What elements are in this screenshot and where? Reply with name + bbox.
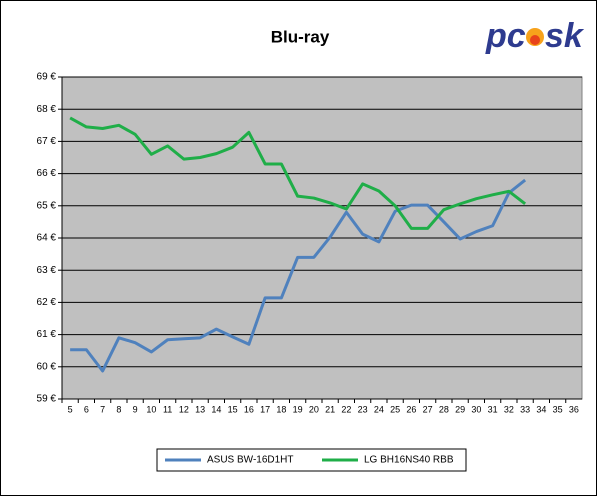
x-tick-label: 6 (84, 404, 89, 414)
x-tick-label: 33 (520, 404, 530, 414)
x-tick-label: 12 (179, 404, 189, 414)
chart-title: Blu-ray (271, 27, 330, 46)
x-tick-label: 35 (553, 404, 563, 414)
logo-text: sk (545, 17, 585, 55)
x-tick-label: 24 (374, 404, 384, 414)
x-tick-label: 15 (228, 404, 238, 414)
x-tick-label: 23 (358, 404, 368, 414)
x-tick-label: 22 (341, 404, 351, 414)
y-tick-label: 59 € (37, 394, 57, 405)
x-tick-label: 10 (146, 404, 156, 414)
x-tick-label: 14 (211, 404, 221, 414)
x-tick-label: 20 (309, 404, 319, 414)
legend-label: ASUS BW-16D1HT (207, 455, 294, 466)
legend-label: LG BH16NS40 RBB (364, 455, 454, 466)
x-tick-label: 29 (455, 404, 465, 414)
legend (156, 448, 467, 472)
series-line (69, 116, 527, 230)
y-tick-label: 63 € (37, 265, 57, 276)
series-line (70, 178, 527, 373)
x-tick-label: 18 (276, 404, 286, 414)
y-tick-label: 66 € (37, 168, 57, 179)
x-tick-label: 34 (536, 404, 546, 414)
x-tick-label: 8 (116, 404, 121, 414)
logo-flame-core (530, 35, 540, 45)
x-tick-label: 28 (439, 404, 449, 414)
y-tick-label: 62 € (37, 297, 57, 308)
x-tick-label: 5 (68, 404, 73, 414)
logo-text: pc (485, 17, 526, 55)
x-tick-label: 25 (390, 404, 400, 414)
x-tick-label: 17 (260, 404, 270, 414)
y-tick-label: 60 € (37, 361, 57, 372)
x-tick-label: 7 (100, 404, 105, 414)
y-tick-label: 69 € (37, 72, 57, 83)
x-tick-label: 21 (325, 404, 335, 414)
y-tick-label: 67 € (37, 136, 57, 147)
x-tick-label: 32 (504, 404, 514, 414)
y-tick-label: 68 € (37, 104, 57, 115)
x-tick-label: 13 (195, 404, 205, 414)
x-tick-label: 30 (471, 404, 481, 414)
y-tick-label: 64 € (37, 233, 57, 244)
x-tick-label: 9 (133, 404, 138, 414)
x-tick-label: 26 (406, 404, 416, 414)
x-tick-label: 19 (293, 404, 303, 414)
x-tick-label: 36 (569, 404, 579, 414)
x-tick-label: 11 (163, 404, 172, 414)
y-tick-label: 61 € (37, 329, 57, 340)
x-tick-label: 31 (488, 404, 498, 414)
y-tick-label: 65 € (37, 200, 57, 211)
logo: pc sk (485, 17, 585, 55)
x-tick-label: 27 (423, 404, 433, 414)
x-tick-label: 16 (244, 404, 254, 414)
